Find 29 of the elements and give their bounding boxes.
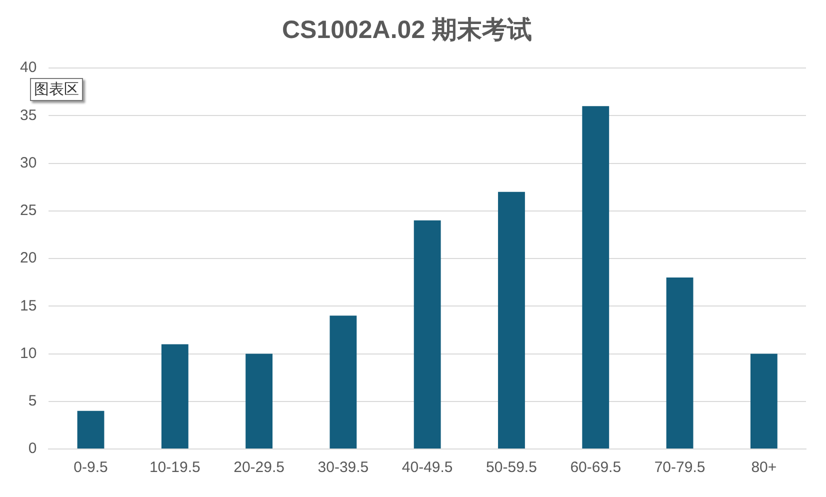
bar <box>582 106 610 448</box>
y-tick-label: 15 <box>20 297 37 314</box>
x-tick-label: 10-19.5 <box>149 459 200 476</box>
bar <box>330 316 357 448</box>
x-tick-label: 80+ <box>751 459 777 476</box>
bar <box>498 192 525 448</box>
y-tick-label: 30 <box>20 154 37 172</box>
bar <box>666 278 694 448</box>
y-tick-label: 10 <box>20 344 37 362</box>
x-tick-label: 40-49.5 <box>402 459 453 476</box>
x-tick-label: 70-79.5 <box>654 459 706 476</box>
bar <box>161 344 188 448</box>
y-tick-label: 20 <box>20 250 37 267</box>
annotation: 图表区 <box>30 78 83 101</box>
x-tick-label: 0-9.5 <box>74 459 108 476</box>
x-tick-label: 20-29.5 <box>234 459 284 476</box>
x-tick-label: 50-59.5 <box>486 459 537 476</box>
y-tick-label: 5 <box>28 392 37 410</box>
y-tick-label: 40 <box>20 59 37 76</box>
x-tick-label: 60-69.5 <box>570 459 622 476</box>
bar <box>246 354 273 448</box>
bar <box>77 410 104 448</box>
x-tick-label: 30-39.5 <box>318 459 369 476</box>
y-tick-label: 25 <box>20 202 37 220</box>
bar <box>414 220 441 448</box>
y-tick-label: 35 <box>20 106 37 124</box>
y-tick-label: 0 <box>28 440 37 458</box>
chart-title: CS1002A.02 期末考试 <box>282 16 532 44</box>
bar <box>750 354 778 448</box>
